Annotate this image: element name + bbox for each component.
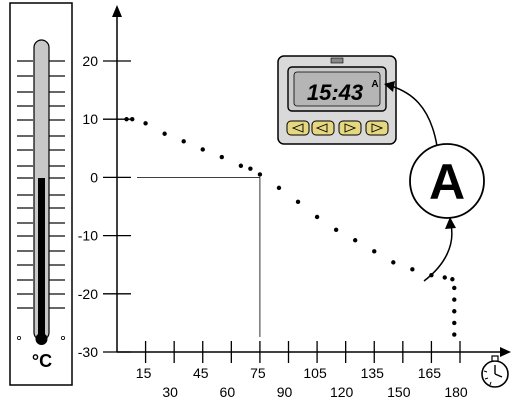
x-tick-label: 180 (444, 384, 468, 399)
data-point (143, 121, 148, 126)
thermometer-unit-label: °C (32, 351, 52, 371)
axes (112, 5, 511, 357)
y-axis-arrow (112, 5, 122, 17)
callout-circle (409, 143, 485, 219)
x-tick-label: 90 (277, 384, 293, 399)
data-point (181, 139, 186, 144)
stopwatch-icon (481, 355, 509, 388)
callout-label: A (429, 154, 465, 210)
data-point (333, 227, 339, 232)
x-tick-label: 15 (136, 365, 152, 381)
data-point (257, 172, 263, 177)
temperature-series (124, 117, 457, 337)
x-tick-label: 150 (387, 384, 411, 399)
x-tick-label: 165 (418, 365, 442, 381)
thermometer-mercury (38, 178, 45, 336)
thermometer-bulb (35, 333, 48, 345)
kitchen-timer: 15:43 A (277, 55, 397, 145)
x-tick-label: 30 (162, 384, 178, 399)
y-tick-label: -30 (78, 344, 98, 360)
data-point (452, 309, 457, 314)
thermometer-scale-right (49, 60, 65, 309)
arrow-to-callout-head (445, 217, 456, 229)
y-tick-label: -10 (78, 228, 98, 244)
callout-a: A (409, 143, 485, 219)
y-tick-label: -20 (78, 286, 98, 302)
timer-button-3[interactable] (338, 120, 362, 136)
timer-button-1[interactable] (286, 120, 310, 136)
x-tick-label: 120 (330, 384, 354, 399)
data-point (452, 297, 457, 302)
data-point (442, 275, 447, 280)
y-axis-ticks: 20 10 0 -10 -20 -30 (78, 53, 131, 360)
data-point (295, 199, 301, 205)
data-point (200, 147, 205, 152)
data-point (452, 285, 457, 291)
data-point (314, 214, 320, 220)
arrow-to-timer (390, 85, 438, 147)
y-tick-label: 20 (82, 53, 98, 69)
timer-button-4[interactable] (365, 120, 389, 136)
timer-buttons (286, 120, 389, 136)
arrow-to-callout (423, 224, 453, 282)
arrow-to-timer-head (384, 81, 395, 92)
timer-time: 15:43 (307, 80, 363, 105)
x-tick-label: 105 (303, 365, 327, 381)
timer-speaker (330, 57, 344, 64)
data-point (450, 277, 455, 282)
data-point (130, 117, 135, 122)
data-point (248, 166, 253, 171)
x-tick-label: 60 (220, 384, 236, 399)
data-point (452, 332, 457, 337)
data-point (162, 131, 167, 136)
data-point (391, 260, 396, 265)
data-point (219, 154, 225, 160)
data-point (452, 320, 457, 326)
data-point (372, 249, 377, 254)
thermometer: °C (9, 2, 73, 386)
data-point (238, 163, 244, 168)
x-tick-label: 45 (193, 365, 209, 381)
data-point (276, 185, 282, 191)
x-axis-arrow (500, 347, 511, 357)
data-point (124, 117, 129, 122)
y-tick-label: 10 (82, 111, 98, 127)
x-tick-label: 75 (250, 365, 266, 381)
timer-mode: A (371, 79, 378, 90)
data-point (352, 238, 358, 243)
x-tick-label: 135 (361, 365, 385, 381)
thermometer-scale-left (17, 60, 33, 309)
data-point (410, 267, 415, 272)
timer-button-2[interactable] (311, 120, 335, 136)
y-tick-label: 0 (90, 169, 98, 185)
